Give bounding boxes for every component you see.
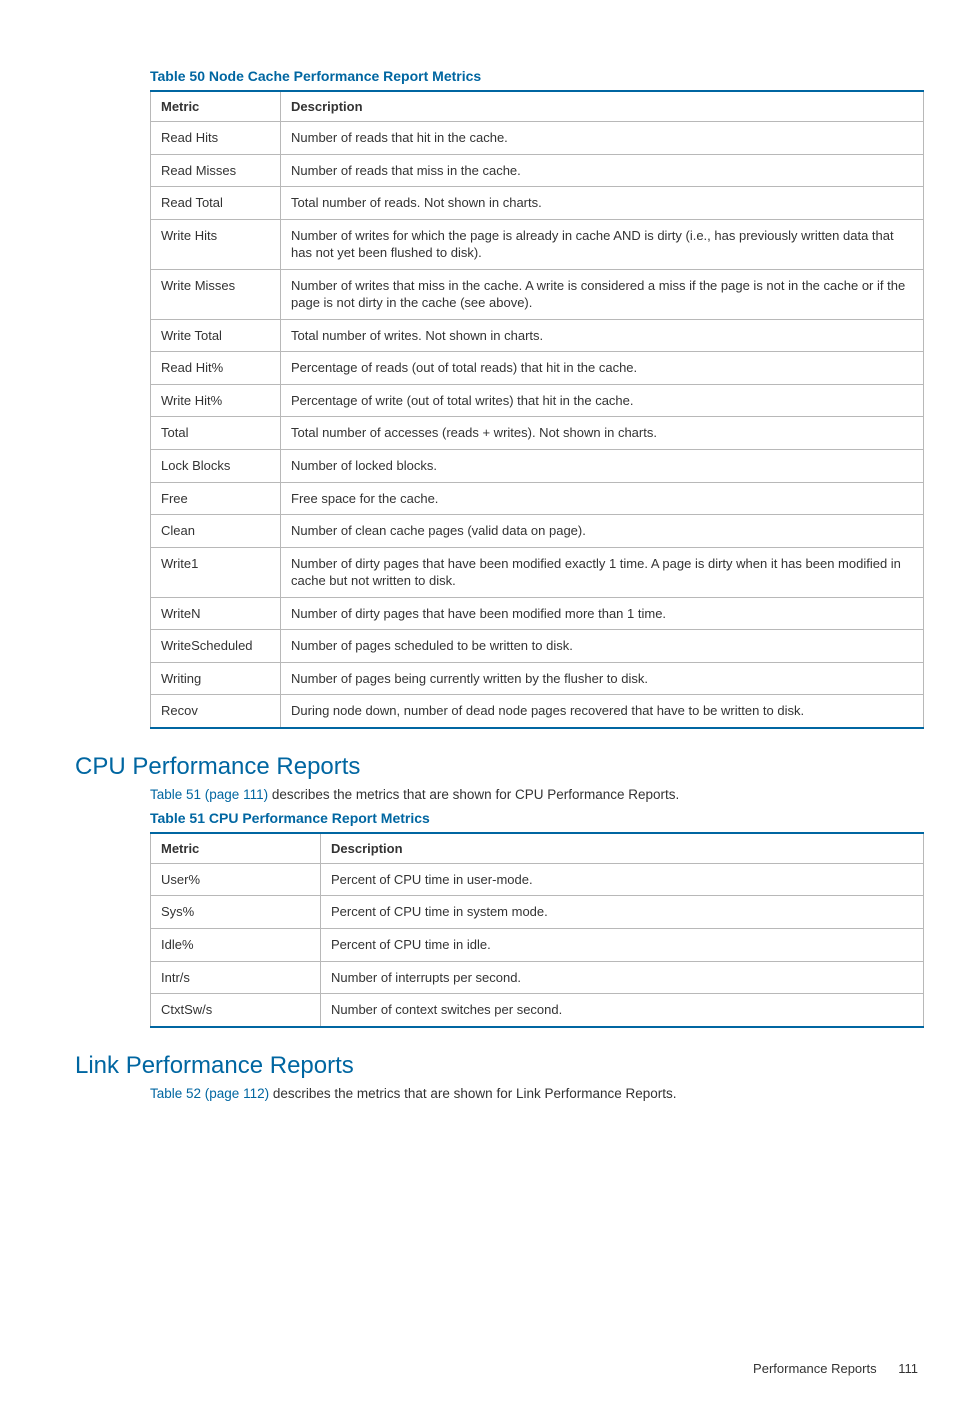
table-cell: Write Hits [151, 219, 281, 269]
table-cell: Free space for the cache. [281, 482, 924, 515]
table-row: Write TotalTotal number of writes. Not s… [151, 319, 924, 352]
table-row: User%Percent of CPU time in user-mode. [151, 863, 924, 896]
cpu-intro-rest: describes the metrics that are shown for… [268, 787, 679, 802]
table-row: CleanNumber of clean cache pages (valid … [151, 515, 924, 548]
table-cell: Read Hit% [151, 352, 281, 385]
table-row: Sys%Percent of CPU time in system mode. [151, 896, 924, 929]
table-cell: Number of reads that hit in the cache. [281, 122, 924, 155]
table50-col-metric: Metric [151, 91, 281, 122]
table-row: WriteNNumber of dirty pages that have be… [151, 597, 924, 630]
table-row: Write MissesNumber of writes that miss i… [151, 269, 924, 319]
table-row: Read Hit%Percentage of reads (out of tot… [151, 352, 924, 385]
table-row: RecovDuring node down, number of dead no… [151, 695, 924, 728]
table-row: Intr/sNumber of interrupts per second. [151, 961, 924, 994]
table-cell: Number of pages scheduled to be written … [281, 630, 924, 663]
table-row: WriteScheduledNumber of pages scheduled … [151, 630, 924, 663]
footer-title: Performance Reports [753, 1361, 877, 1376]
table-row: Read HitsNumber of reads that hit in the… [151, 122, 924, 155]
table-row: WritingNumber of pages being currently w… [151, 662, 924, 695]
table-cell: Free [151, 482, 281, 515]
table-cell: Percentage of reads (out of total reads)… [281, 352, 924, 385]
table-row: Read MissesNumber of reads that miss in … [151, 154, 924, 187]
table-cell: Percentage of write (out of total writes… [281, 384, 924, 417]
table-cell: Read Misses [151, 154, 281, 187]
table-cell: Total number of accesses (reads + writes… [281, 417, 924, 450]
table-cell: Number of interrupts per second. [321, 961, 924, 994]
table-row: Write HitsNumber of writes for which the… [151, 219, 924, 269]
table50-col-description: Description [281, 91, 924, 122]
table50-body: Read HitsNumber of reads that hit in the… [151, 122, 924, 728]
table-cell: Idle% [151, 929, 321, 962]
table-cell: Write Total [151, 319, 281, 352]
cpu-heading: CPU Performance Reports [75, 753, 924, 781]
table-cell: Read Total [151, 187, 281, 220]
table-cell: Number of dirty pages that have been mod… [281, 547, 924, 597]
link-intro-rest: describes the metrics that are shown for… [269, 1086, 676, 1101]
table-cell: Percent of CPU time in system mode. [321, 896, 924, 929]
table-cell: WriteN [151, 597, 281, 630]
table-row: TotalTotal number of accesses (reads + w… [151, 417, 924, 450]
table51-col-metric: Metric [151, 833, 321, 864]
table-cell: Write Hit% [151, 384, 281, 417]
table-cell: Clean [151, 515, 281, 548]
link-intro: Table 52 (page 112) describes the metric… [150, 1086, 924, 1101]
table51: Metric Description User%Percent of CPU t… [150, 832, 924, 1028]
table-row: Read TotalTotal number of reads. Not sho… [151, 187, 924, 220]
table-cell: Lock Blocks [151, 450, 281, 483]
link-heading: Link Performance Reports [75, 1052, 924, 1080]
table51-body: User%Percent of CPU time in user-mode.Sy… [151, 863, 924, 1026]
table-row: Write1Number of dirty pages that have be… [151, 547, 924, 597]
cpu-intro: Table 51 (page 111) describes the metric… [150, 787, 924, 802]
table-cell: Total [151, 417, 281, 450]
table-row: CtxtSw/sNumber of context switches per s… [151, 994, 924, 1027]
table50-title: Table 50 Node Cache Performance Report M… [150, 68, 924, 84]
table-cell: Write Misses [151, 269, 281, 319]
table-cell: Number of writes for which the page is a… [281, 219, 924, 269]
table-cell: Number of reads that miss in the cache. [281, 154, 924, 187]
table-row: Idle%Percent of CPU time in idle. [151, 929, 924, 962]
table-row: FreeFree space for the cache. [151, 482, 924, 515]
table-cell: Intr/s [151, 961, 321, 994]
table52-link[interactable]: Table 52 (page 112) [150, 1086, 269, 1101]
table-cell: Number of locked blocks. [281, 450, 924, 483]
table-cell: Percent of CPU time in idle. [321, 929, 924, 962]
table-cell: Number of dirty pages that have been mod… [281, 597, 924, 630]
table-cell: WriteScheduled [151, 630, 281, 663]
table-cell: User% [151, 863, 321, 896]
table-cell: Write1 [151, 547, 281, 597]
footer-page: 111 [898, 1361, 918, 1376]
table-cell: Sys% [151, 896, 321, 929]
table50: Metric Description Read HitsNumber of re… [150, 90, 924, 729]
table-cell: Read Hits [151, 122, 281, 155]
table-cell: Number of context switches per second. [321, 994, 924, 1027]
table51-col-description: Description [321, 833, 924, 864]
table51-link[interactable]: Table 51 (page 111) [150, 787, 268, 802]
table-cell: Writing [151, 662, 281, 695]
table-cell: Number of clean cache pages (valid data … [281, 515, 924, 548]
table-cell: Total number of writes. Not shown in cha… [281, 319, 924, 352]
table51-title: Table 51 CPU Performance Report Metrics [150, 810, 924, 826]
table-row: Lock BlocksNumber of locked blocks. [151, 450, 924, 483]
table-cell: Total number of reads. Not shown in char… [281, 187, 924, 220]
page-footer: Performance Reports 111 [30, 1361, 924, 1376]
table-row: Write Hit%Percentage of write (out of to… [151, 384, 924, 417]
table-cell: During node down, number of dead node pa… [281, 695, 924, 728]
table-cell: Number of writes that miss in the cache.… [281, 269, 924, 319]
table-cell: CtxtSw/s [151, 994, 321, 1027]
table-cell: Recov [151, 695, 281, 728]
table-cell: Percent of CPU time in user-mode. [321, 863, 924, 896]
table-cell: Number of pages being currently written … [281, 662, 924, 695]
